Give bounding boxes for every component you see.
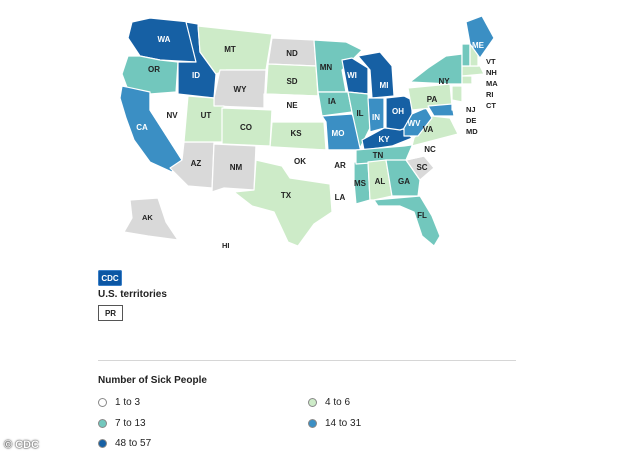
state-mn[interactable] xyxy=(313,39,363,93)
state-nd[interactable] xyxy=(267,37,317,67)
state-mi[interactable] xyxy=(357,51,395,99)
state-ne[interactable] xyxy=(263,93,325,123)
state-vt[interactable] xyxy=(461,43,471,67)
state-fl[interactable] xyxy=(373,195,441,247)
state-ks[interactable] xyxy=(269,121,327,151)
legend-item-7-to-13: 7 to 13 xyxy=(98,418,146,429)
cdc-logo: CDC xyxy=(98,270,122,286)
state-ar[interactable] xyxy=(325,149,359,183)
legend-swatch xyxy=(308,419,317,428)
state-ia[interactable] xyxy=(317,91,353,117)
legend-swatch xyxy=(98,398,107,407)
state-nm[interactable] xyxy=(211,143,257,193)
state-me[interactable] xyxy=(465,15,495,59)
label-nj: NJ xyxy=(466,105,476,114)
label-hi: HI xyxy=(222,241,230,250)
legend-divider xyxy=(98,360,516,361)
legend-swatch xyxy=(308,398,317,407)
state-sd[interactable] xyxy=(265,63,319,97)
legend-label: 4 to 6 xyxy=(325,397,351,408)
label-ma: MA xyxy=(486,79,498,88)
state-wi[interactable] xyxy=(341,57,369,95)
state-ct[interactable] xyxy=(461,75,473,85)
state-ut[interactable] xyxy=(183,95,225,143)
territory-pr[interactable]: PR xyxy=(98,305,123,321)
label-vt: VT xyxy=(486,57,496,66)
state-md[interactable] xyxy=(427,103,455,117)
legend-label: 7 to 13 xyxy=(115,418,146,429)
legend-swatch xyxy=(98,439,107,448)
legend-item-1-to-3: 1 to 3 xyxy=(98,397,140,408)
state-hi[interactable] xyxy=(205,223,253,253)
state-wy[interactable] xyxy=(213,69,267,109)
state-ga[interactable] xyxy=(385,159,421,197)
state-nj[interactable] xyxy=(451,85,463,103)
territories-title: U.S. territories xyxy=(98,289,167,300)
state-tx[interactable] xyxy=(233,159,333,247)
state-ak[interactable] xyxy=(123,197,179,241)
state-co[interactable] xyxy=(221,107,273,147)
legend-item-48-to-57: 48 to 57 xyxy=(98,438,151,449)
legend-title: Number of Sick People xyxy=(98,375,207,386)
legend-swatch xyxy=(98,419,107,428)
legend-label: 14 to 31 xyxy=(325,418,362,429)
label-ri: RI xyxy=(486,90,494,99)
state-in[interactable] xyxy=(367,97,385,133)
legend-label: 48 to 57 xyxy=(115,438,152,449)
state-wv[interactable] xyxy=(403,107,433,137)
state-ms[interactable] xyxy=(353,161,371,205)
label-nh: NH xyxy=(486,68,497,77)
state-al[interactable] xyxy=(367,159,393,201)
legend-item-4-to-6: 4 to 6 xyxy=(308,397,350,408)
label-de: DE xyxy=(466,116,476,125)
label-ct: CT xyxy=(486,101,496,110)
label-ak: AK xyxy=(142,213,153,222)
legend-label: 1 to 3 xyxy=(115,397,141,408)
state-ma[interactable] xyxy=(461,65,485,77)
image-credit: © CDC xyxy=(4,439,39,451)
state-ny[interactable] xyxy=(409,53,463,85)
legend-item-14-to-31: 14 to 31 xyxy=(308,418,361,429)
label-md: MD xyxy=(466,127,478,136)
state-or[interactable] xyxy=(121,55,179,95)
